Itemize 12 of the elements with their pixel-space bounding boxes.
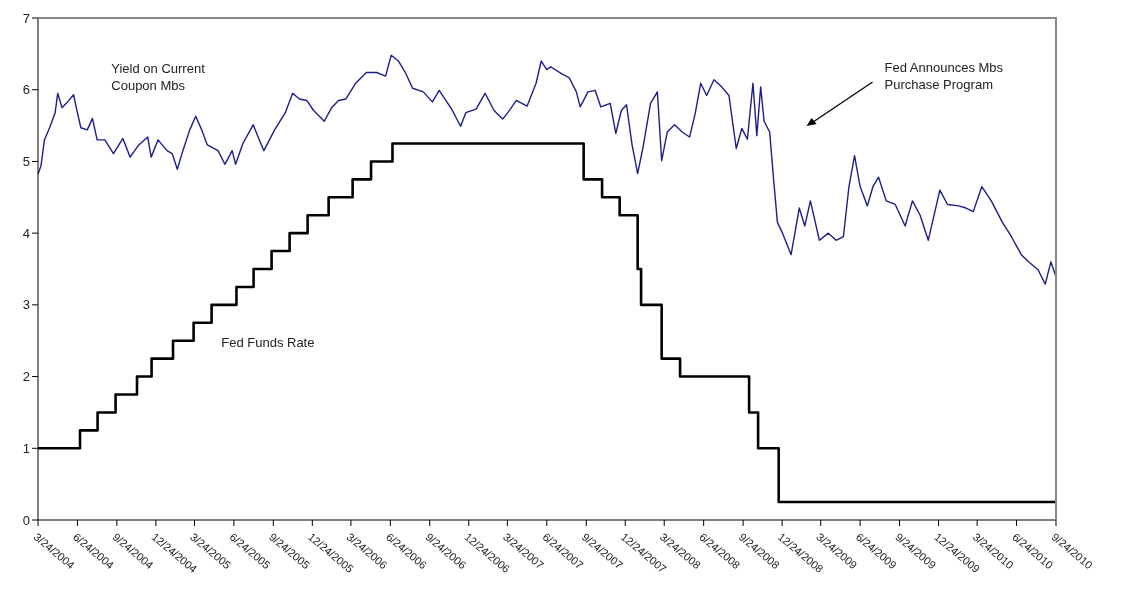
y-tick-label: 5 bbox=[22, 154, 30, 170]
y-tick-label: 0 bbox=[22, 512, 30, 528]
series-label: Fed Funds Rate bbox=[221, 334, 315, 350]
annotation: Fed Announces Mbs Purchase Program bbox=[884, 59, 1004, 92]
y-tick-label: 4 bbox=[22, 225, 30, 241]
y-tick-label: 3 bbox=[22, 297, 30, 313]
y-tick-label: 7 bbox=[22, 10, 30, 26]
y-tick-label: 2 bbox=[22, 369, 30, 385]
y-tick-label: 6 bbox=[22, 82, 30, 98]
series-label: Yield on Current Coupon Mbs bbox=[111, 61, 206, 94]
line-series bbox=[38, 54, 1056, 285]
y-tick-label: 1 bbox=[22, 440, 30, 456]
